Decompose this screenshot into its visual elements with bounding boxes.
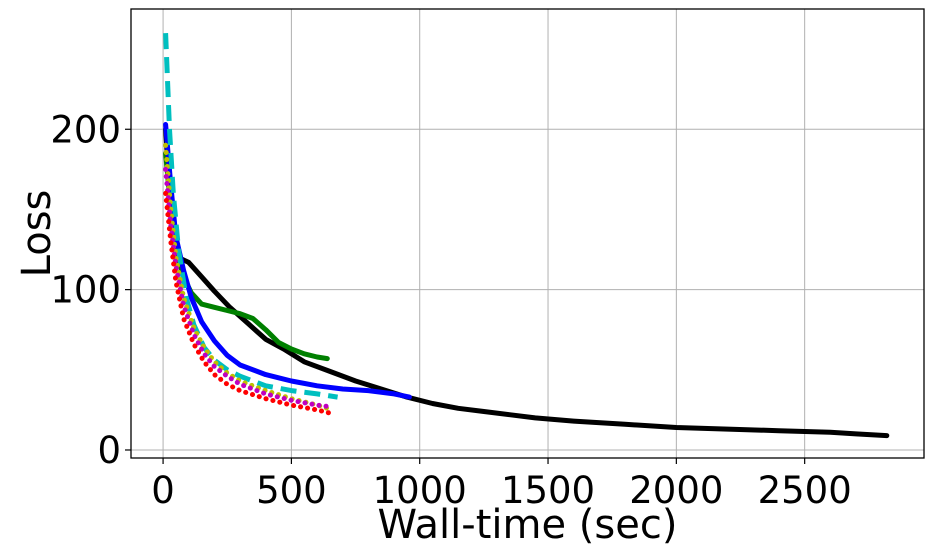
series-lines: [163, 32, 890, 439]
y-tick-label: 200: [50, 108, 121, 151]
tick-labels: 0 500 1000 1500 2000 2500 0 100 200: [50, 108, 851, 512]
x-tick-label: 1500: [501, 469, 595, 512]
series-line-2: [163, 150, 330, 362]
plot-frame: [130, 8, 925, 459]
x-tick-label: 500: [256, 469, 327, 512]
x-tick-label: 0: [151, 469, 175, 512]
series-line-7: [163, 190, 333, 416]
series-line-1: [163, 126, 890, 439]
grid: [131, 9, 924, 458]
y-axis-label: Loss: [14, 190, 60, 278]
y-tick-label: 100: [50, 269, 121, 312]
x-axis-label: Wall-time (sec): [378, 502, 678, 548]
x-tick-label: 2000: [629, 469, 723, 512]
series-line-4: [163, 32, 338, 400]
x-tick-label: 2500: [758, 469, 852, 512]
x-tick-label: 1000: [373, 469, 467, 512]
y-tick-label: 0: [97, 429, 121, 472]
series-line-6: [163, 166, 333, 410]
